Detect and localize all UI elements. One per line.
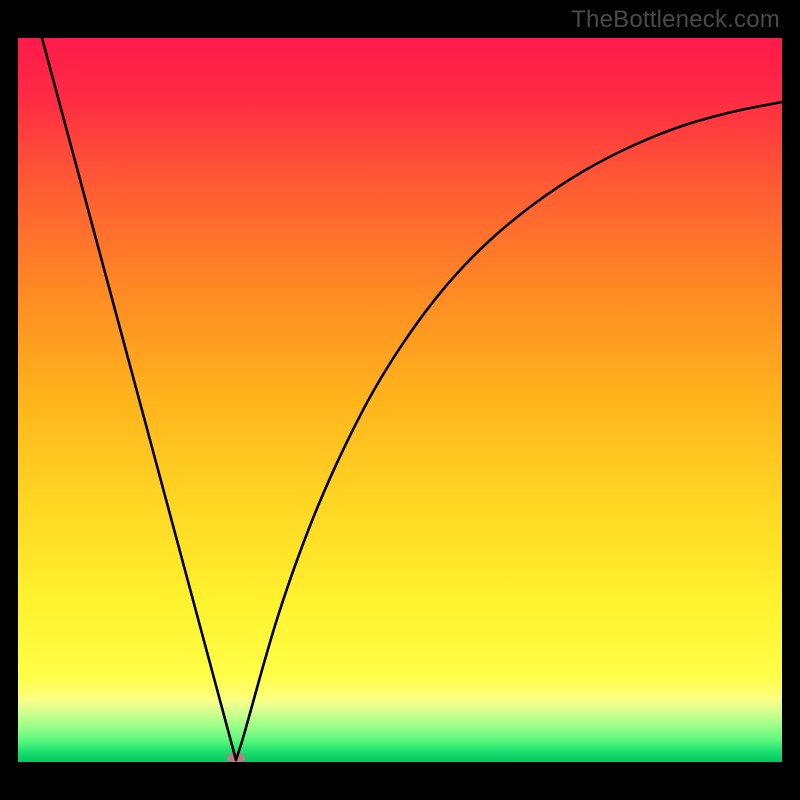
plot-area — [18, 38, 782, 762]
frame-border-left — [0, 0, 18, 800]
gradient-background — [18, 38, 782, 762]
frame-border-bottom — [0, 762, 800, 800]
watermark-text: TheBottleneck.com — [571, 6, 780, 34]
frame-border-right — [782, 0, 800, 800]
plot-svg — [18, 38, 782, 762]
chart-frame: TheBottleneck.com — [0, 0, 800, 800]
